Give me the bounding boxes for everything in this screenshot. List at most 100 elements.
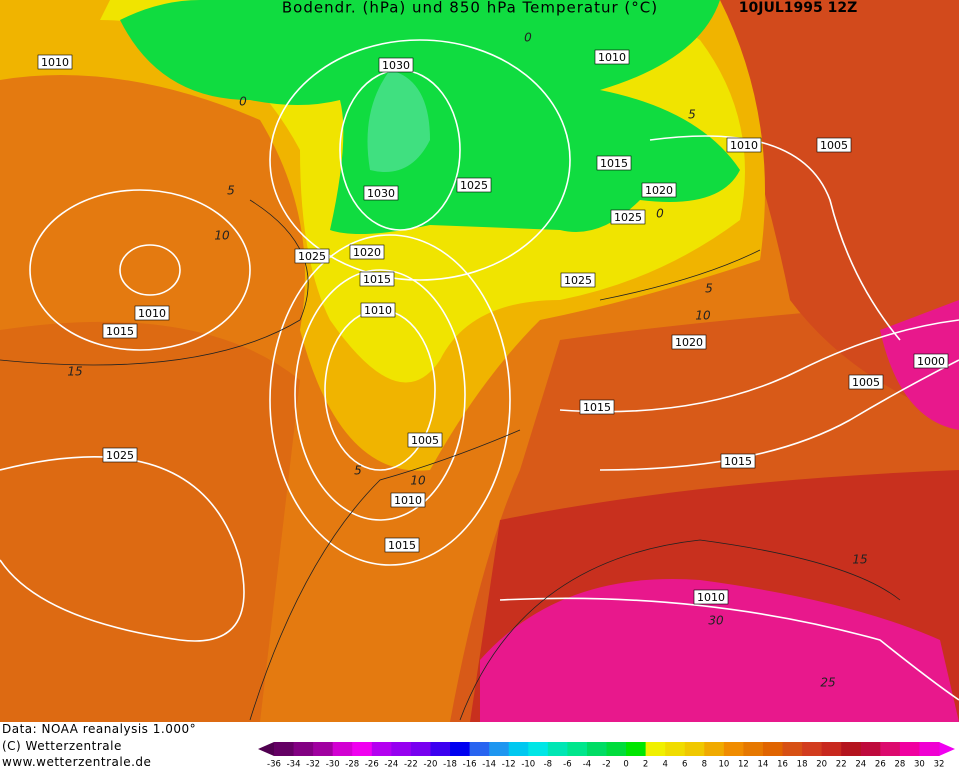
scale-swatch bbox=[723, 742, 744, 756]
scale-tick-label: -30 bbox=[326, 760, 340, 770]
temp-zone-sahara bbox=[480, 579, 959, 722]
isobar-label-box bbox=[294, 248, 330, 264]
scale-swatch bbox=[704, 742, 725, 756]
scale-tick-label: -34 bbox=[287, 760, 301, 770]
isobar bbox=[599, 359, 959, 471]
scale-tick-label: -22 bbox=[404, 760, 418, 770]
scale-tick-label: 4 bbox=[662, 760, 667, 770]
scale-swatch bbox=[469, 742, 490, 756]
isobar-label-box bbox=[579, 399, 615, 415]
isobar-label: 1030 bbox=[382, 59, 410, 72]
temp-zone-greenland-core bbox=[367, 70, 430, 172]
scale-tick-label: -20 bbox=[424, 760, 438, 770]
scale-swatch bbox=[626, 742, 647, 756]
isobar-label: 1010 bbox=[41, 56, 69, 69]
scale-tick-label: 0 bbox=[623, 760, 628, 770]
isotherm-label: 15 bbox=[852, 553, 867, 567]
temp-zone-west bbox=[0, 321, 300, 722]
scale-swatch bbox=[567, 742, 588, 756]
scale-swatch bbox=[293, 742, 314, 756]
isobar-label-box bbox=[407, 432, 443, 448]
isotherm bbox=[249, 429, 521, 721]
scale-swatch bbox=[665, 742, 686, 756]
color-scale: -36 -34 -32 -30 -28 -26 -24 -22 -20 -18 -16 -14 -12-… bbox=[258, 742, 955, 770]
isobar bbox=[269, 39, 571, 281]
scale-tick-label: 20 bbox=[816, 760, 827, 770]
scale-arrow-low bbox=[258, 742, 274, 756]
scale-swatch bbox=[860, 742, 881, 756]
isobar-label-box bbox=[390, 492, 426, 508]
isotherm-label: 0 bbox=[656, 207, 664, 221]
map-date: 10JUL1995 12Z bbox=[739, 0, 857, 16]
scale-tick-label: 24 bbox=[855, 760, 866, 770]
isobar bbox=[269, 234, 511, 566]
scale-tick-label: 14 bbox=[758, 760, 769, 770]
scale-swatch bbox=[547, 742, 568, 756]
isotherm-label: 30 bbox=[708, 614, 724, 628]
isobar-label-box bbox=[384, 537, 420, 553]
isobar-label: 1020 bbox=[645, 184, 673, 197]
scale-tick-label: 22 bbox=[836, 760, 847, 770]
scale-swatch bbox=[371, 742, 392, 756]
scale-swatch bbox=[841, 742, 862, 756]
isotherm-label: 25 bbox=[820, 676, 835, 690]
isobar-label-box bbox=[913, 353, 949, 369]
isobar-label: 1025 bbox=[564, 274, 592, 287]
scale-swatch bbox=[684, 742, 705, 756]
isobar-label: 1015 bbox=[388, 539, 416, 552]
scale-tick-label: 2 bbox=[643, 760, 648, 770]
scale-tick-label: -4 bbox=[583, 760, 591, 770]
isotherm-label: 5 bbox=[688, 108, 696, 122]
isotherm-label: 5 bbox=[705, 282, 713, 296]
map: Bodendr. (hPa) und 850 hPa Temperatur (°… bbox=[0, 0, 959, 722]
isotherm-label: 15 bbox=[67, 365, 82, 379]
scale-tick-label: -36 bbox=[267, 760, 281, 770]
scale-tick-label: -14 bbox=[482, 760, 496, 770]
isotherm bbox=[0, 199, 309, 366]
scale-swatch bbox=[880, 742, 901, 756]
isobar-label: 1000 bbox=[917, 355, 945, 368]
isobar-label: 1015 bbox=[724, 455, 752, 468]
scale-swatch bbox=[743, 742, 764, 756]
isobar-label: 1015 bbox=[106, 325, 134, 338]
isobar-label-box bbox=[848, 374, 884, 390]
scale-tick-label: -8 bbox=[544, 760, 552, 770]
isobar-label-box bbox=[693, 589, 729, 605]
isobar-label-box bbox=[816, 137, 852, 153]
isotherm bbox=[459, 539, 901, 721]
isobar-label-box bbox=[456, 177, 492, 193]
isobar-label-box bbox=[378, 57, 414, 73]
scale-tick-label: -24 bbox=[384, 760, 398, 770]
scale-swatch bbox=[410, 742, 431, 756]
scale-swatch bbox=[821, 742, 842, 756]
temp-zone-east bbox=[700, 0, 959, 420]
isobar-label-box bbox=[641, 182, 677, 198]
isotherm-label: 5 bbox=[354, 464, 362, 478]
scale-swatch bbox=[606, 742, 627, 756]
isobar-label-box bbox=[671, 334, 707, 350]
scale-swatch bbox=[508, 742, 529, 756]
scale-tick-label: 30 bbox=[914, 760, 925, 770]
isobar bbox=[294, 269, 466, 521]
scale-swatch bbox=[352, 742, 373, 756]
isobar-label-box bbox=[37, 54, 73, 70]
isobar-label: 1025 bbox=[614, 211, 642, 224]
isobar-label: 1015 bbox=[600, 157, 628, 170]
isobar bbox=[119, 244, 181, 296]
scale-swatch bbox=[430, 742, 451, 756]
isobar-label: 1010 bbox=[364, 304, 392, 317]
scale-tick-label: 28 bbox=[894, 760, 905, 770]
isobar-label: 1015 bbox=[363, 273, 391, 286]
scale-swatch bbox=[919, 742, 940, 756]
isobar-label: 1010 bbox=[138, 307, 166, 320]
map-title: Bodendr. (hPa) und 850 hPa Temperatur (°… bbox=[282, 0, 658, 17]
isobar-label: 1010 bbox=[697, 591, 725, 604]
isobar bbox=[499, 597, 959, 701]
scale-tick-label: 18 bbox=[797, 760, 808, 770]
isobar-label: 1015 bbox=[583, 401, 611, 414]
copyright-note: (C) Wetterzentrale bbox=[2, 739, 122, 753]
scale-tick-label: -28 bbox=[345, 760, 359, 770]
scale-swatch bbox=[274, 742, 295, 756]
isotherm-label: 0 bbox=[524, 31, 532, 45]
isobar-label: 1025 bbox=[106, 449, 134, 462]
